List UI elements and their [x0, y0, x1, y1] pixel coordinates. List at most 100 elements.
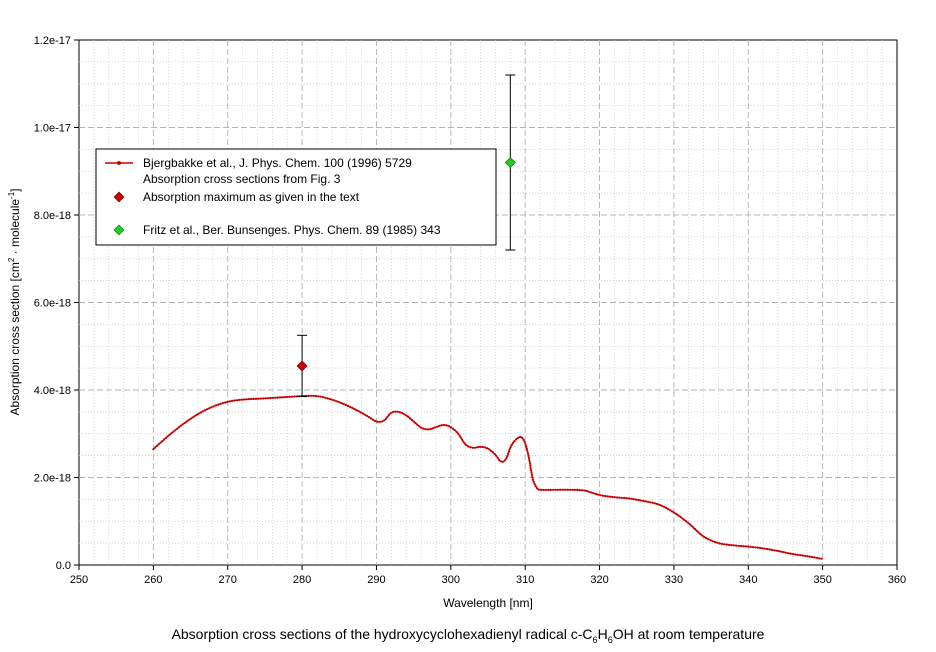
series-bjergbakke-point: [526, 450, 529, 453]
x-tick-label: 320: [590, 574, 608, 586]
series-bjergbakke-point: [720, 542, 724, 546]
series-bjergbakke-point: [552, 488, 555, 491]
series-bjergbakke-point: [201, 410, 204, 413]
legend-green-diamond: [113, 224, 125, 236]
series-bjergbakke-point: [496, 456, 499, 459]
series-bjergbakke-point: [701, 534, 704, 537]
series-bjergbakke-point: [599, 494, 602, 497]
series-bjergbakke-point: [618, 496, 621, 499]
series-bjergbakke-point: [653, 502, 657, 505]
series-bjergbakke-point: [497, 458, 501, 461]
series-bjergbakke-point: [637, 498, 640, 502]
series-bjergbakke-point: [250, 397, 253, 401]
series-bjergbakke-point: [820, 557, 823, 560]
series-bjergbakke-point: [455, 430, 458, 433]
series-bjergbakke-point: [262, 397, 265, 400]
series-bjergbakke-point: [616, 496, 619, 499]
series-bjergbakke-point: [286, 395, 289, 399]
series-bjergbakke-point: [252, 397, 255, 400]
series-bjergbakke-point: [342, 402, 345, 405]
series-bjergbakke-point: [357, 410, 360, 413]
series-bjergbakke-point: [155, 444, 159, 447]
series-bjergbakke-point: [630, 497, 633, 500]
y-tick-label: 8.0e-18: [34, 210, 71, 222]
series-bjergbakke-point: [396, 410, 399, 413]
series-bjergbakke-point: [642, 499, 645, 502]
series-bjergbakke-point: [692, 526, 695, 529]
series-bjergbakke-point: [422, 427, 425, 430]
series-bjergbakke-point: [525, 447, 529, 451]
series-bjergbakke-point: [524, 443, 527, 446]
series-bjergbakke-point: [723, 543, 726, 546]
series-bjergbakke-point: [751, 546, 755, 549]
series-bjergbakke-point: [675, 513, 678, 516]
series-bjergbakke-point: [711, 540, 714, 543]
series-bjergbakke-point: [359, 411, 362, 414]
series-bjergbakke-point: [556, 488, 560, 491]
series-bjergbakke-point: [665, 506, 668, 509]
series-bjergbakke-point: [378, 420, 381, 423]
series-bjergbakke-point: [620, 496, 624, 499]
series-bjergbakke-point: [635, 498, 638, 501]
series-bjergbakke-point: [361, 412, 364, 415]
series-bjergbakke-point: [340, 401, 343, 405]
series-bjergbakke-point: [628, 497, 631, 500]
series-bjergbakke-point: [789, 552, 792, 555]
series-bjergbakke-point: [228, 400, 231, 403]
series-bjergbakke-point: [410, 418, 413, 422]
series-bjergbakke-point: [604, 494, 607, 498]
series-bjergbakke-point: [185, 420, 188, 423]
series-bjergbakke-point: [667, 508, 670, 511]
series-bjergbakke-point: [389, 412, 392, 415]
series-bjergbakke-point: [170, 432, 173, 435]
series-bjergbakke-point: [443, 423, 446, 427]
series-bjergbakke-point: [530, 471, 533, 474]
series-bjergbakke-point: [168, 433, 171, 436]
series-bjergbakke-point: [534, 485, 537, 488]
series-bjergbakke-point: [462, 440, 465, 443]
series-bjergbakke-point: [199, 411, 202, 414]
series-bjergbakke-point: [243, 398, 246, 401]
series-bjergbakke-point: [699, 532, 702, 536]
series-bjergbakke-point: [394, 410, 397, 413]
series-bjergbakke-point: [449, 426, 452, 429]
y-tick-label: 6.0e-18: [34, 298, 71, 310]
series-bjergbakke-point: [705, 537, 708, 540]
series-bjergbakke-point: [749, 545, 752, 548]
series-bjergbakke-point: [576, 488, 579, 491]
series-bjergbakke-point: [324, 396, 327, 399]
series-bjergbakke-point: [338, 401, 341, 404]
series-bjergbakke-point: [770, 548, 774, 552]
series-bjergbakke-point: [510, 443, 513, 447]
series-bjergbakke-point: [409, 417, 412, 420]
series-bjergbakke-point: [718, 542, 721, 545]
series-bjergbakke-point: [245, 398, 248, 401]
series-bjergbakke-point: [183, 421, 186, 425]
series-bjergbakke-point: [240, 398, 243, 401]
series-bjergbakke-point: [568, 488, 572, 491]
series-bjergbakke-point: [331, 398, 334, 401]
series-bjergbakke-point: [644, 500, 647, 503]
series-bjergbakke-point: [744, 545, 747, 548]
series-bjergbakke-point: [808, 555, 811, 558]
series-bjergbakke-point: [529, 466, 532, 469]
series-bjergbakke-point: [217, 403, 220, 406]
legend-series-2-label: Absorption maximum as given in the text: [143, 190, 360, 204]
series-bjergbakke-point: [465, 444, 468, 447]
series-bjergbakke-point: [531, 476, 534, 479]
series-bjergbakke-point: [181, 423, 184, 426]
series-bjergbakke-point: [660, 504, 663, 507]
series-bjergbakke-point: [693, 528, 697, 531]
series-bjergbakke-point: [608, 495, 612, 498]
series-bjergbakke-point: [176, 427, 179, 430]
series-bjergbakke-point: [623, 496, 626, 500]
series-bjergbakke-point: [271, 396, 274, 399]
series-bjergbakke-point: [716, 541, 719, 544]
series-bjergbakke-point: [502, 460, 505, 463]
series-bjergbakke-point: [365, 414, 369, 417]
series-bjergbakke-point: [310, 394, 313, 397]
series-bjergbakke-point: [709, 539, 712, 542]
series-bjergbakke-point: [384, 417, 388, 420]
y-axis-title: Absorption cross section [cm2 · molecule…: [7, 188, 22, 415]
series-bjergbakke-point: [686, 521, 690, 524]
